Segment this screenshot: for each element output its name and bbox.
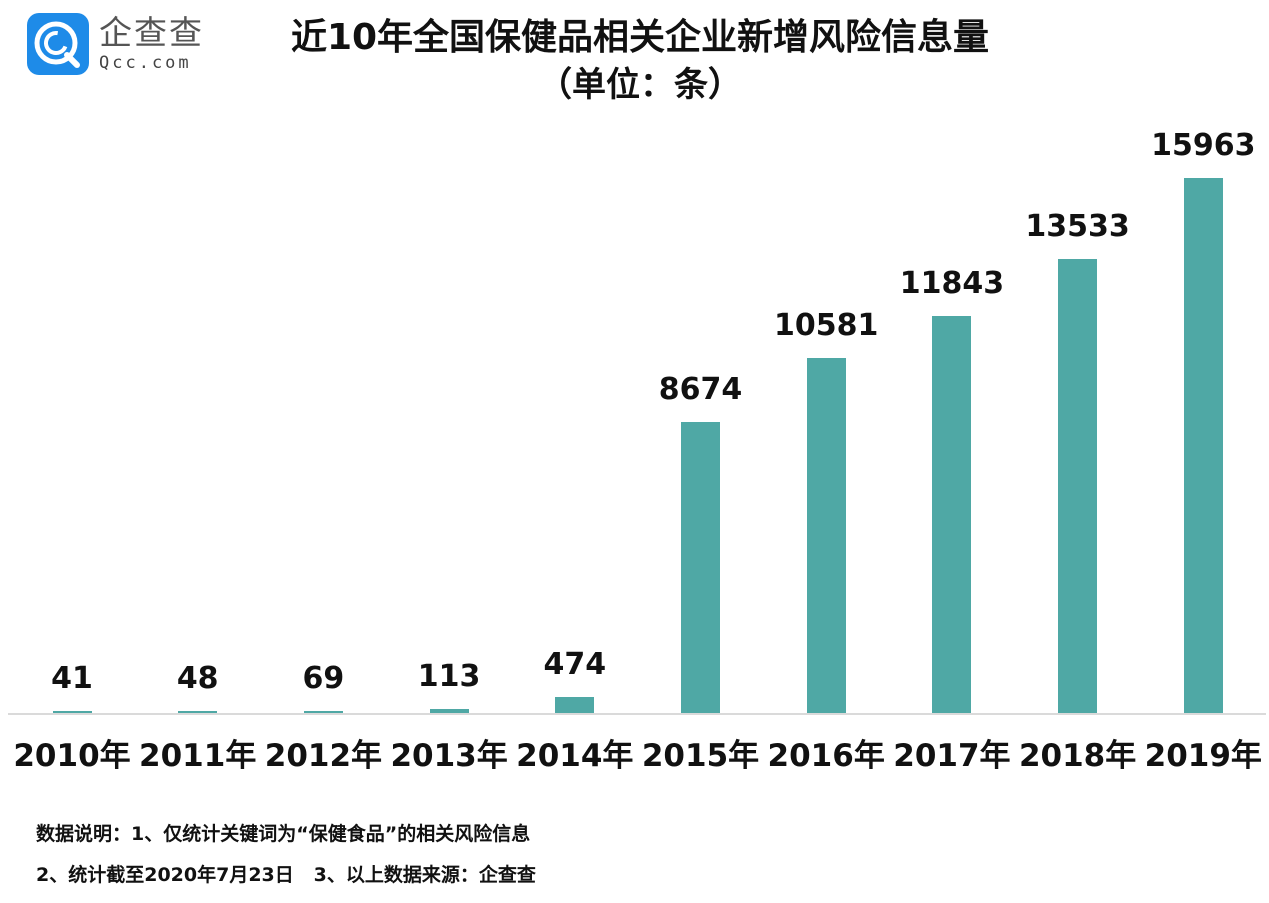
bar-2016年 <box>806 358 846 713</box>
bar-2012年 <box>303 710 343 713</box>
bar-value-label: 48 <box>176 661 219 696</box>
bar-value-label: 8674 <box>658 372 743 408</box>
bar-2013年 <box>429 709 469 713</box>
logo-name-en: Qcc.com <box>99 53 192 73</box>
data-note-line-1: 数据说明：1、仅统计关键词为“保健食品”的相关风险信息 <box>36 823 531 845</box>
bar-value-label: 41 <box>51 661 93 696</box>
x-axis-tick-label: 2013年 <box>390 738 508 774</box>
bar-2017年 <box>932 316 972 713</box>
bar-value-label: 13533 <box>1025 209 1130 245</box>
logo-name-cn: 企查查 <box>99 13 204 52</box>
bar-value-label: 15963 <box>1151 128 1256 163</box>
bar-value-label: 10581 <box>774 308 879 344</box>
x-axis-tick-label: 2010年 <box>13 738 131 774</box>
bar-2018年 <box>1058 259 1098 713</box>
bar-2011年 <box>178 711 218 713</box>
bar-2010年 <box>52 711 92 713</box>
x-axis-baseline <box>8 713 1266 715</box>
x-axis-tick-label: 2011年 <box>139 738 257 774</box>
brand-logo: 企查查 Qcc.com <box>27 13 204 75</box>
bar-2014年 <box>555 697 595 713</box>
bar-value-label: 69 <box>302 660 345 696</box>
bar-value-label: 113 <box>417 659 481 695</box>
bar-2019年 <box>1183 178 1223 713</box>
x-axis-tick-label: 2015年 <box>641 738 760 774</box>
data-note-line-2: 2、统计截至2020年7月23日 3、以上数据来源：企查查 <box>36 864 536 886</box>
x-axis-tick-label: 2016年 <box>767 738 885 774</box>
chart-subtitle: （单位：条） <box>538 65 742 105</box>
x-axis-tick-label: 2017年 <box>893 738 1011 774</box>
bar-2015年 <box>681 422 720 713</box>
x-axis-tick-label: 2018年 <box>1018 738 1137 774</box>
x-axis-tick-label: 2014年 <box>516 738 634 774</box>
bar-value-label: 474 <box>543 647 607 683</box>
x-axis-tick-label: 2019年 <box>1144 738 1262 774</box>
chart-title: 近10年全国保健品相关企业新增风险信息量 <box>290 17 990 58</box>
bar-value-label: 11843 <box>899 266 1005 302</box>
x-axis-tick-label: 2012年 <box>264 738 383 774</box>
qcc-logo-icon <box>27 13 89 75</box>
